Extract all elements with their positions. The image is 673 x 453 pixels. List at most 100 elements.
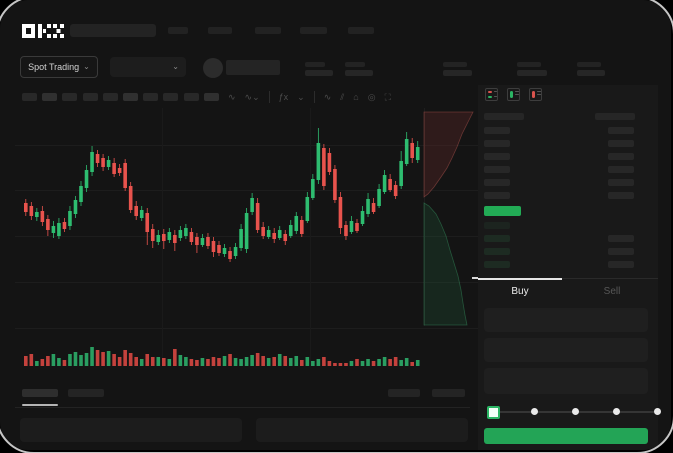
volume-bar <box>84 353 89 366</box>
volume-bar <box>134 357 138 366</box>
nav-item[interactable] <box>208 27 232 34</box>
candle-body <box>24 203 28 212</box>
candle-body <box>233 247 238 256</box>
volume-bar <box>128 353 133 366</box>
interval-button[interactable] <box>102 93 118 101</box>
volume-bar <box>189 359 194 366</box>
bottom-action[interactable] <box>388 389 420 397</box>
candle-body <box>73 200 78 214</box>
snapshot-icon[interactable]: ⌂ <box>353 92 359 102</box>
candle-body <box>106 160 111 167</box>
bid-row-price[interactable] <box>484 222 510 229</box>
book-bids-view-icon[interactable] <box>507 88 520 101</box>
interval-button[interactable] <box>42 93 58 101</box>
buy-submit-button[interactable] <box>484 428 648 444</box>
last-price-row[interactable] <box>484 206 521 216</box>
nav-item[interactable] <box>348 27 374 34</box>
bid-row-price[interactable] <box>484 235 510 242</box>
nav-item[interactable] <box>168 27 188 34</box>
ask-row-price[interactable] <box>484 192 510 199</box>
line-tool-icon[interactable]: ∿ <box>323 91 332 102</box>
candle-body <box>322 148 326 186</box>
candle-body <box>294 216 299 231</box>
ask-row-amount <box>608 127 634 134</box>
target-icon[interactable]: ◎ <box>367 91 376 102</box>
slider-stop[interactable] <box>613 408 620 415</box>
book-split-view-icon[interactable] <box>485 88 498 101</box>
slider-stop[interactable] <box>572 408 579 415</box>
volume-bar <box>217 358 221 366</box>
candle-body <box>338 197 343 228</box>
indicators-caret-icon[interactable]: ⌄ <box>297 91 305 102</box>
volume-bar <box>344 363 348 366</box>
stat-label <box>345 62 365 67</box>
side-bar <box>510 91 513 98</box>
bottom-action[interactable] <box>432 389 465 397</box>
interval-button[interactable] <box>22 93 37 101</box>
volume-bar <box>117 357 122 366</box>
tab-sell[interactable]: Sell <box>603 286 621 297</box>
book-asks-view-icon[interactable] <box>529 88 542 101</box>
candle-body <box>228 251 232 259</box>
interval-button[interactable] <box>163 93 179 101</box>
volume-bar <box>101 352 105 366</box>
candle-body <box>139 210 144 218</box>
ask-row-price[interactable] <box>484 140 510 147</box>
volume-bar <box>24 356 28 366</box>
tab-buy[interactable]: Buy <box>511 286 529 297</box>
ask-row-price[interactable] <box>484 166 510 173</box>
ask-row-price[interactable] <box>484 153 510 160</box>
interval-button[interactable] <box>143 93 159 101</box>
pair-dropdown[interactable]: ⌄ <box>110 57 186 77</box>
volume-bar <box>228 354 232 366</box>
candle-body <box>388 179 392 190</box>
order-input-field[interactable] <box>484 308 648 332</box>
candle-body <box>46 219 50 230</box>
interval-button[interactable] <box>62 93 78 101</box>
slider-stop[interactable] <box>654 408 661 415</box>
candle-body <box>382 175 387 192</box>
slider-stop[interactable] <box>531 408 538 415</box>
bottom-tab[interactable] <box>68 389 104 397</box>
fullscreen-icon[interactable]: ⛶ <box>384 91 391 102</box>
bottom-tab-active-underline <box>22 404 58 406</box>
ask-row-amount <box>608 179 634 186</box>
ask-dash <box>488 91 492 93</box>
slider-handle[interactable] <box>487 406 500 419</box>
candle-body <box>377 189 381 206</box>
chart-style-caret-icon[interactable]: ∿⌄ <box>244 91 260 102</box>
candlestick-chart[interactable] <box>15 108 478 378</box>
candle-body <box>51 226 56 233</box>
interval-button[interactable] <box>123 93 138 101</box>
global-search-input[interactable] <box>70 24 156 37</box>
bottom-tab[interactable] <box>22 389 58 397</box>
interval-button[interactable] <box>203 93 219 101</box>
volume-bar <box>311 361 315 366</box>
order-input-field[interactable] <box>484 338 648 362</box>
bottom-divider <box>15 407 470 408</box>
ask-row-price[interactable] <box>484 127 510 134</box>
chart-style-icon[interactable]: ∿ <box>228 91 236 102</box>
order-input-field[interactable] <box>484 368 648 394</box>
bid-row-price[interactable] <box>484 248 510 255</box>
nav-item[interactable] <box>300 27 327 34</box>
coin-avatar <box>203 58 223 78</box>
volume-bar <box>206 359 210 366</box>
nav-item[interactable] <box>255 27 281 34</box>
candle-body <box>344 225 348 236</box>
candle-body <box>288 225 293 236</box>
market-type-selector[interactable]: Spot Trading ⌄ <box>20 56 98 78</box>
line <box>515 91 519 92</box>
volume-bar <box>68 354 72 366</box>
bid-row-price[interactable] <box>484 261 510 268</box>
interval-button[interactable] <box>82 93 98 101</box>
indicators-icon[interactable]: ƒx <box>278 92 289 102</box>
candle-body <box>371 203 376 212</box>
bid-row-amount <box>608 235 634 242</box>
ask-row-price[interactable] <box>484 179 510 186</box>
volume-bar <box>35 361 39 366</box>
interval-button[interactable] <box>183 93 199 101</box>
draw-tool-icon[interactable]: ⫽ <box>340 91 345 102</box>
volume-bar <box>272 357 276 366</box>
stat-value <box>305 70 333 76</box>
